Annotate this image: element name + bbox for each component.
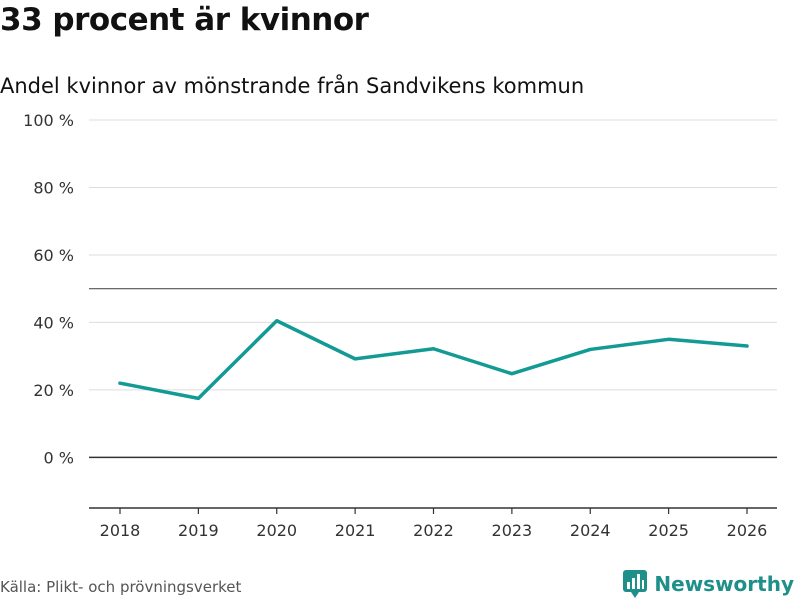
y-tick-label: 80 % bbox=[33, 178, 74, 197]
brand-logo: Newsworthy bbox=[622, 568, 794, 600]
x-tick-label: 2019 bbox=[178, 521, 219, 540]
y-tick-label: 100 % bbox=[23, 111, 74, 130]
data-point bbox=[353, 357, 357, 361]
series-line bbox=[118, 318, 749, 401]
data-point bbox=[510, 372, 514, 376]
y-tick-label: 0 % bbox=[44, 448, 74, 467]
data-point bbox=[745, 344, 749, 348]
y-tick-label: 20 % bbox=[33, 381, 74, 400]
chart-title: 33 procent är kvinnor bbox=[0, 2, 369, 38]
y-tick-label: 60 % bbox=[33, 246, 74, 265]
x-tick-label: 2025 bbox=[648, 521, 689, 540]
source-note: Källa: Plikt- och prövningsverket bbox=[0, 578, 242, 596]
x-tick-label: 2023 bbox=[492, 521, 533, 540]
x-tick-label: 2026 bbox=[727, 521, 768, 540]
x-tick-label: 2021 bbox=[335, 521, 376, 540]
chart-subtitle: Andel kvinnor av mönstrande från Sandvik… bbox=[0, 74, 585, 98]
brand-name: Newsworthy bbox=[654, 572, 794, 596]
data-point bbox=[432, 347, 436, 351]
x-tick-label: 2018 bbox=[100, 521, 141, 540]
x-tick-label: 2024 bbox=[570, 521, 611, 540]
data-point bbox=[588, 347, 592, 351]
data-point bbox=[118, 381, 122, 385]
data-point bbox=[667, 337, 671, 341]
x-tick-label: 2022 bbox=[413, 521, 454, 540]
data-point bbox=[275, 319, 279, 323]
y-tick-label: 40 % bbox=[33, 313, 74, 332]
data-point bbox=[196, 396, 200, 400]
x-tick-label: 2020 bbox=[256, 521, 297, 540]
newsworthy-logo-icon bbox=[623, 570, 648, 598]
